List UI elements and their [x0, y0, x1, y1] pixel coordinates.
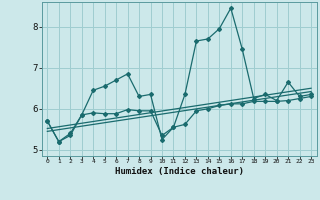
X-axis label: Humidex (Indice chaleur): Humidex (Indice chaleur): [115, 167, 244, 176]
